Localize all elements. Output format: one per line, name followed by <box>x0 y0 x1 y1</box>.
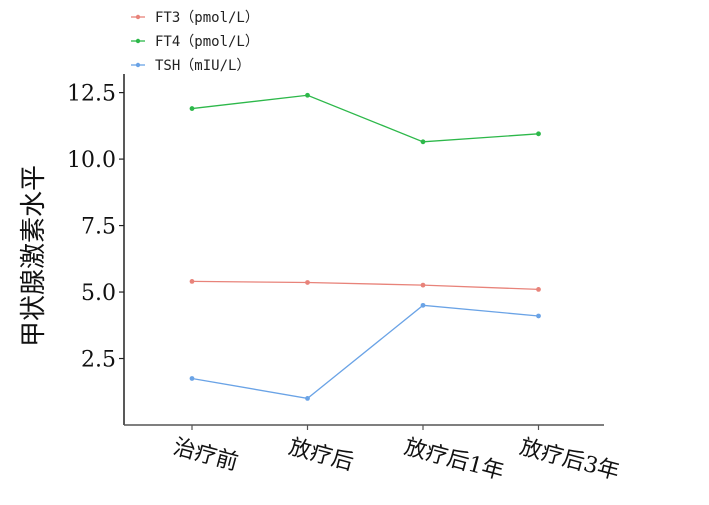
series-group <box>189 92 541 401</box>
y-ticks: 2.5 5.0 7.5 10.0 12.5 <box>67 82 124 373</box>
series-1 <box>189 92 541 145</box>
legend-label: FT3（pmol/L） <box>155 10 259 26</box>
series-line <box>191 280 539 291</box>
legend-item: FT3（pmol/L） <box>131 10 259 26</box>
x-category-label: 放疗后 <box>286 435 356 476</box>
series-2 <box>189 302 541 401</box>
series-line <box>191 304 539 400</box>
y-tick-label: 2.5 <box>81 348 116 373</box>
data-point <box>420 302 426 308</box>
series-0 <box>189 279 541 292</box>
x-ticks: 治疗前 放疗后 放疗后1年 放疗后3年 <box>170 425 622 486</box>
y-tick-label: 7.5 <box>81 215 116 240</box>
legend: FT3（pmol/L） FT4（pmol/L） TSH（mIU/L） <box>131 10 259 74</box>
legend-label: TSH（mIU/L） <box>155 58 250 74</box>
data-point <box>420 282 426 288</box>
y-tick-label: 12.5 <box>67 82 116 107</box>
data-point <box>189 106 195 111</box>
data-point <box>189 376 195 381</box>
legend-point-swatch <box>135 62 141 68</box>
legend-item: TSH（mIU/L） <box>131 58 250 74</box>
data-point <box>189 279 195 284</box>
data-point <box>536 286 541 292</box>
y-tick-label: 10.0 <box>67 148 116 173</box>
legend-point-swatch <box>135 38 141 44</box>
legend-label: FT4（pmol/L） <box>155 34 259 50</box>
legend-point-swatch <box>135 14 141 20</box>
x-category-label: 放疗后3年 <box>517 435 622 486</box>
series-line <box>191 94 539 143</box>
x-category-label: 治疗前 <box>170 435 240 476</box>
data-point <box>420 139 426 145</box>
data-point <box>305 396 310 401</box>
data-point <box>305 280 310 285</box>
x-category-label: 放疗后1年 <box>401 435 506 486</box>
y-axis-label: 甲状腺激素水平 <box>19 165 49 347</box>
data-point <box>536 313 541 319</box>
data-point <box>305 92 310 98</box>
y-tick-label: 5.0 <box>81 281 116 306</box>
legend-item: FT4（pmol/L） <box>131 34 259 50</box>
axes <box>123 74 604 426</box>
data-point <box>536 131 541 137</box>
